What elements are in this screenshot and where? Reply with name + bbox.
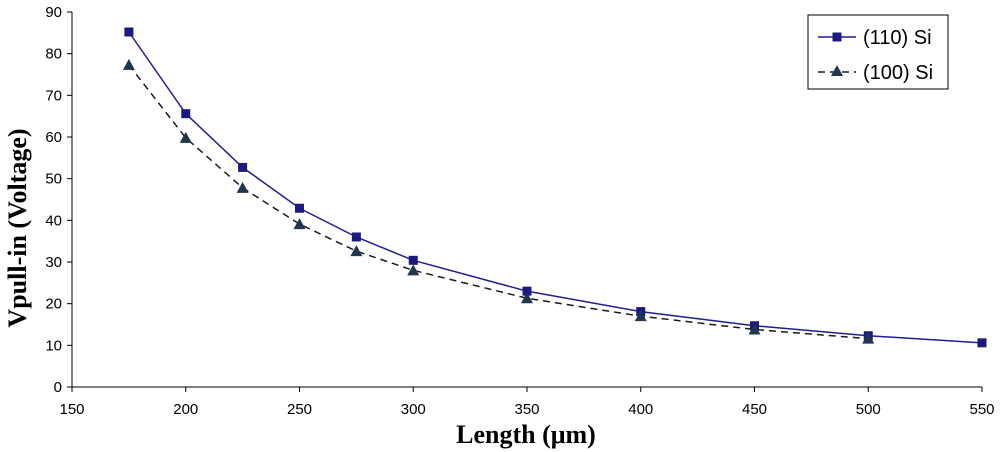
y-tick-label: 0 — [54, 379, 62, 396]
data-point-triangle — [236, 181, 249, 193]
y-tick-label: 20 — [45, 296, 62, 313]
data-point-square — [977, 338, 987, 348]
legend-label-100: (100) Si — [863, 62, 933, 84]
y-tick-label: 90 — [45, 4, 62, 21]
x-tick-label: 400 — [628, 401, 653, 418]
data-point-triangle — [407, 264, 420, 276]
data-point-triangle — [748, 323, 761, 335]
data-point-square — [351, 232, 361, 242]
y-tick-label: 40 — [45, 212, 62, 229]
x-tick-label: 550 — [969, 401, 994, 418]
legend-box — [807, 14, 949, 90]
x-tick-label: 150 — [59, 401, 84, 418]
y-axis-title: Vpull-in (Voltage) — [3, 128, 32, 327]
data-point-triangle — [122, 58, 135, 70]
x-tick-label: 350 — [514, 401, 539, 418]
y-tick-label: 60 — [45, 129, 62, 146]
y-tick-label: 50 — [45, 171, 62, 188]
y-axis-ticks: 0 10 20 30 40 50 60 70 80 90 — [45, 4, 72, 396]
y-tick-label: 80 — [45, 46, 62, 63]
x-tick-label: 500 — [856, 401, 881, 418]
x-axis-ticks: 150 200 250 300 350 400 450 500 550 — [59, 387, 995, 418]
data-point-square — [408, 255, 418, 265]
x-tick-label: 300 — [401, 401, 426, 418]
data-point-square — [522, 286, 532, 296]
legend-square-marker — [832, 32, 842, 42]
data-point-triangle — [634, 310, 647, 322]
data-point-triangle — [350, 245, 363, 257]
data-point-square — [295, 203, 304, 213]
data-point-square — [238, 162, 248, 172]
x-tick-label: 250 — [287, 401, 312, 418]
data-point-square — [181, 109, 191, 119]
y-tick-label: 70 — [45, 87, 62, 104]
data-point-triangle — [862, 332, 875, 344]
legend-triangle-marker — [831, 65, 843, 76]
data-point-triangle — [179, 131, 192, 143]
y-tick-label: 10 — [45, 337, 62, 354]
data-point-triangle — [293, 218, 306, 230]
x-tick-label: 450 — [742, 401, 767, 418]
legend-label-110: (110) Si — [863, 27, 932, 49]
series-group — [122, 27, 987, 348]
series-line-100Si — [128, 64, 869, 340]
legend: (110) Si (100) Si — [807, 14, 949, 90]
y-tick-label: 30 — [45, 254, 62, 271]
data-point-square — [124, 27, 134, 37]
x-tick-label: 200 — [173, 401, 198, 418]
x-axis-title: Length (μm) — [456, 420, 596, 449]
data-point-triangle — [521, 292, 533, 304]
